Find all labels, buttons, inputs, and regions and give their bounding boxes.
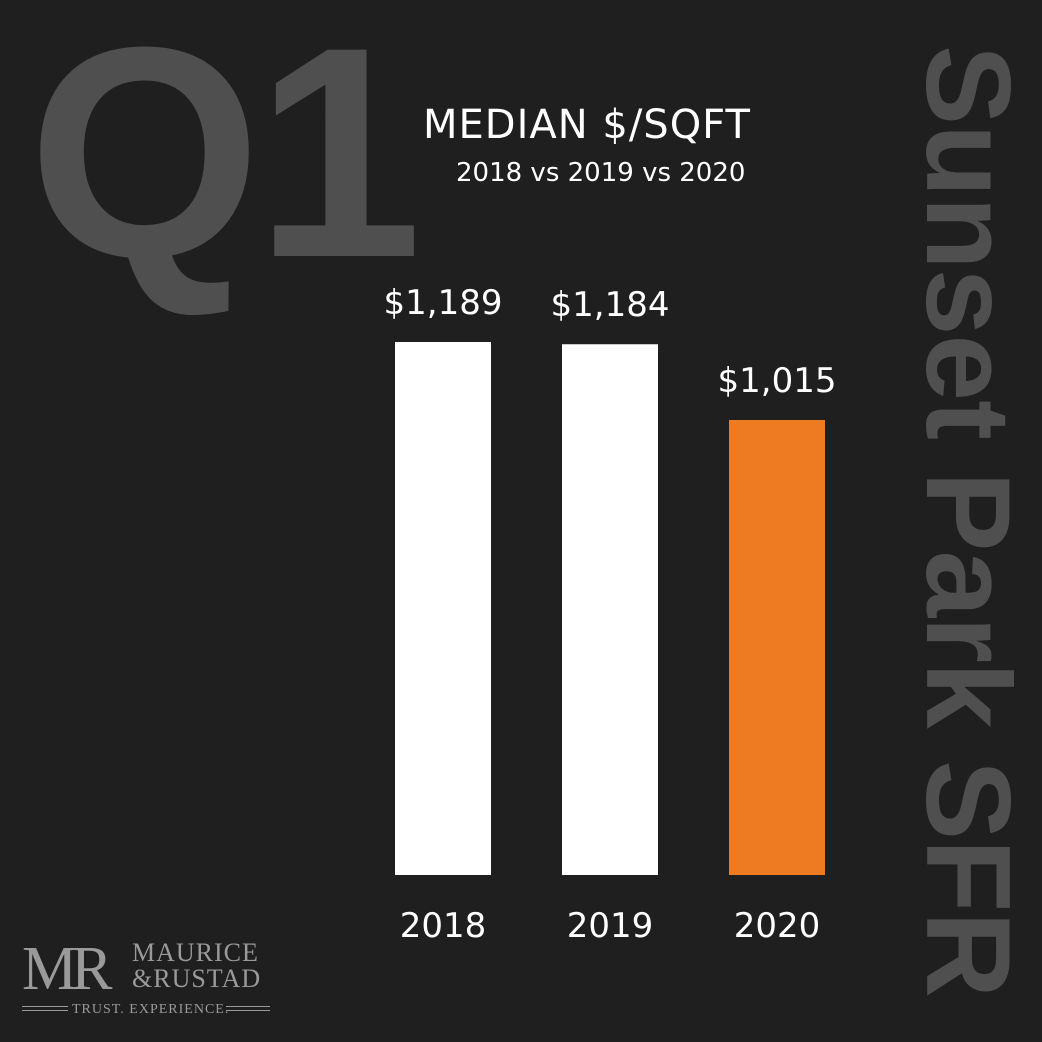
- logo-name-line2: &RUSTAD: [132, 964, 262, 993]
- bar-2020: [729, 420, 825, 875]
- bar-2018: [395, 342, 491, 875]
- bar-2019: [562, 344, 658, 875]
- logo-mark: MR: [22, 935, 113, 1003]
- value-label-2018: $1,189: [384, 283, 503, 323]
- chart-title: MEDIAN $/SQFT: [423, 102, 751, 148]
- logo-rule: [22, 1010, 68, 1011]
- logo-rule: [226, 1010, 270, 1011]
- logo-rule: [226, 1006, 270, 1007]
- chart-subtitle: 2018 vs 2019 vs 2020: [456, 158, 746, 188]
- logo-tagline: TRUST. EXPERIENCE.: [72, 1002, 230, 1017]
- value-label-2020: $1,015: [718, 361, 837, 401]
- category-label-2019: 2019: [567, 906, 654, 946]
- company-logo: MR MAURICE &RUSTAD TRUST. EXPERIENCE.: [20, 936, 272, 1022]
- value-label-2019: $1,184: [551, 285, 670, 325]
- logo-name-line1: MAURICE: [132, 938, 259, 967]
- category-label-2018: 2018: [400, 906, 487, 946]
- logo-rule: [22, 1006, 68, 1007]
- category-label-2020: 2020: [734, 906, 821, 946]
- quarter-label: Q1: [28, 0, 422, 320]
